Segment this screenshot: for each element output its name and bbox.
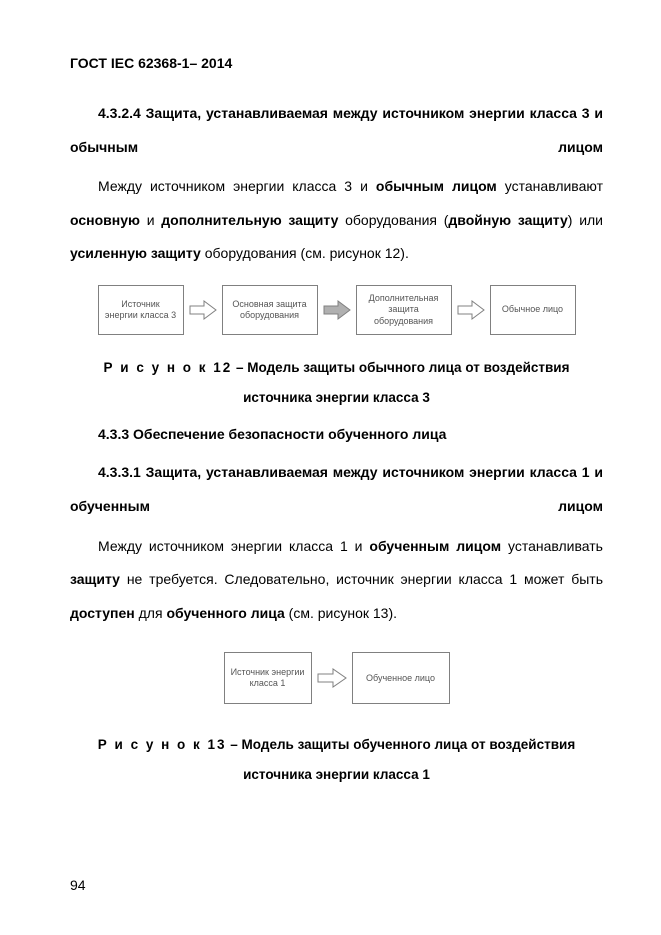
- page: ГОСТ IEC 62368-1– 2014 4.3.2.4 Защита, у…: [0, 0, 661, 935]
- fig12-box-basic: Основная защита оборудования: [222, 285, 318, 335]
- figure-label: Р и с у н о к 13: [98, 737, 227, 752]
- arrow-right-icon: [456, 299, 486, 321]
- fig13-box-source: Источник энергии класса 1: [224, 652, 312, 704]
- text-run: устанавливают: [497, 178, 603, 194]
- text-bold: защиту: [70, 571, 120, 587]
- text-run: оборудования (см. рисунок 12).: [201, 245, 409, 261]
- text-run: и: [140, 212, 161, 228]
- text-bold: обученным лицом: [369, 538, 501, 554]
- text-run: устанавливать: [501, 538, 603, 554]
- section-title-text: Защита, устанавливаемая между источником…: [70, 105, 603, 155]
- text-run: не требуется. Следовательно, источник эн…: [120, 571, 603, 587]
- arrow-right-icon: [188, 299, 218, 321]
- section-433-title: 4.3.3 Обеспечение безопасности обученног…: [70, 426, 603, 442]
- section-title-text: Защита, устанавливаемая между источником…: [70, 464, 603, 514]
- figure-13-diagram: Источник энергии класса 1 Обученное лицо: [70, 652, 603, 704]
- figure-label: Р и с у н о к 12: [104, 360, 233, 375]
- section-4331-title: 4.3.3.1 Защита, устанавливаемая между ис…: [70, 456, 603, 523]
- text-run: Между источником энергии класса 3 и: [98, 178, 376, 194]
- arrow-right-icon: [316, 667, 348, 689]
- paragraph-2: Между источником энергии класса 1 и обуч…: [70, 530, 603, 631]
- section-4324-title: 4.3.2.4 Защита, устанавливаемая между ис…: [70, 97, 603, 164]
- text-run: (см. рисунок 13).: [285, 605, 397, 621]
- text-run: оборудования (: [338, 212, 448, 228]
- text-run: ) или: [568, 212, 603, 228]
- text-bold: двойную защиту: [448, 212, 567, 228]
- doc-header: ГОСТ IEC 62368-1– 2014: [70, 55, 603, 71]
- text-run: для: [135, 605, 167, 621]
- figure-13-caption: Р и с у н о к 13 – Модель защиты обученн…: [70, 730, 603, 789]
- arrow-right-solid-icon: [322, 299, 352, 321]
- text-run: Между источником энергии класса 1 и: [98, 538, 369, 554]
- fig12-box-source: Источник энергии класса 3: [98, 285, 184, 335]
- text-bold: обученного лица: [166, 605, 284, 621]
- section-number: 4.3.2.4: [98, 105, 141, 121]
- figure-12-diagram: Источник энергии класса 3 Основная защит…: [70, 285, 603, 335]
- figure-caption-text: – Модель защиты обычного лица от воздейс…: [232, 360, 569, 405]
- fig12-box-additional: Дополнительная защита оборудования: [356, 285, 452, 335]
- text-bold: доступен: [70, 605, 135, 621]
- figure-12-caption: Р и с у н о к 12 – Модель защиты обычног…: [70, 353, 603, 412]
- fig12-box-person: Обычное лицо: [490, 285, 576, 335]
- text-bold: обычным лицом: [376, 178, 497, 194]
- text-bold: усиленную защиту: [70, 245, 201, 261]
- fig13-box-person: Обученное лицо: [352, 652, 450, 704]
- page-number: 94: [70, 877, 86, 893]
- text-bold: дополнительную защиту: [161, 212, 338, 228]
- figure-caption-text: – Модель защиты обученного лица от возде…: [227, 737, 576, 782]
- paragraph-1: Между источником энергии класса 3 и обыч…: [70, 170, 603, 271]
- text-bold: основную: [70, 212, 140, 228]
- section-number: 4.3.3.1: [98, 464, 141, 480]
